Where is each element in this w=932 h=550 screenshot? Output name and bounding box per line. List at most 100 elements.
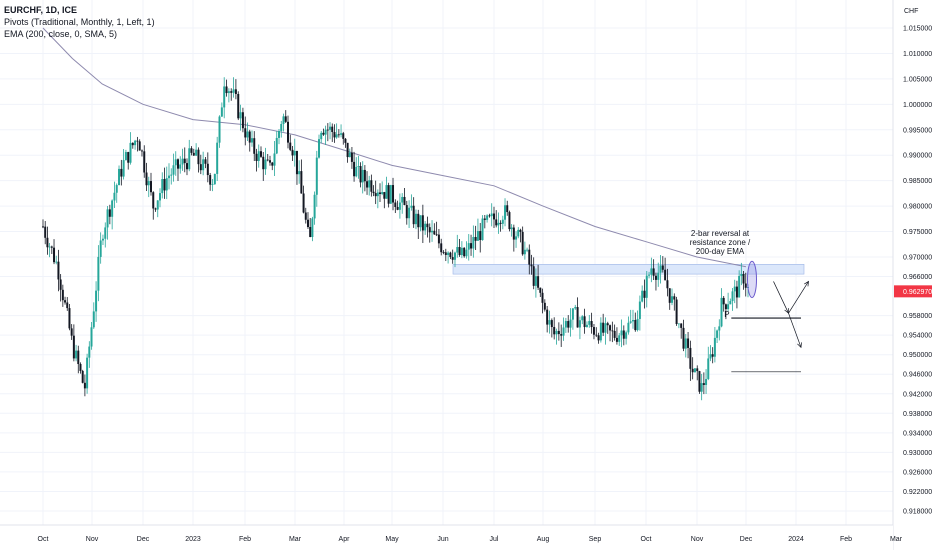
candle-body bbox=[199, 164, 202, 171]
candle-body bbox=[671, 296, 674, 303]
candle-body bbox=[698, 371, 701, 392]
candle-body bbox=[537, 276, 540, 288]
candle-body bbox=[81, 370, 84, 383]
candle-body bbox=[150, 181, 152, 193]
time-tick-label: May bbox=[385, 536, 399, 543]
candle-body bbox=[177, 159, 179, 169]
candle-body bbox=[337, 134, 340, 136]
candle-body bbox=[576, 307, 579, 328]
candle-body bbox=[627, 322, 630, 333]
candle-body bbox=[722, 297, 725, 305]
candle-body bbox=[727, 304, 730, 310]
price-tick-label: 1.010000 bbox=[903, 51, 932, 58]
candle-body bbox=[376, 192, 379, 197]
candle-body bbox=[97, 256, 100, 291]
candle-body bbox=[50, 246, 53, 248]
candle-body bbox=[465, 249, 468, 257]
candle-body bbox=[165, 178, 168, 191]
candle-body bbox=[113, 192, 116, 201]
candle-body bbox=[705, 379, 708, 385]
candle-body bbox=[271, 162, 274, 166]
candle-body bbox=[108, 209, 111, 217]
candle-body bbox=[689, 347, 692, 369]
price-tick-label: 1.015000 bbox=[903, 26, 932, 33]
candle-body bbox=[381, 192, 384, 194]
candle-body bbox=[361, 169, 364, 183]
candle-body bbox=[186, 163, 188, 170]
candle-body bbox=[83, 382, 86, 389]
candle-body bbox=[512, 227, 515, 240]
candle-body bbox=[501, 219, 504, 224]
candle-body bbox=[311, 218, 314, 238]
candle-body bbox=[315, 157, 318, 195]
candle-body bbox=[273, 153, 276, 166]
candle-body bbox=[383, 192, 386, 199]
legend-symbol[interactable]: EURCHF, 1D, ICE bbox=[4, 5, 78, 15]
candle-body bbox=[227, 91, 230, 94]
candle-body bbox=[140, 150, 143, 152]
candle-body bbox=[718, 326, 721, 331]
candle-body bbox=[634, 320, 637, 331]
candle-body bbox=[244, 128, 247, 138]
candle-body bbox=[510, 227, 513, 230]
candle-body bbox=[716, 330, 719, 338]
candle-body bbox=[629, 321, 632, 323]
candle-body bbox=[729, 301, 732, 305]
candle-body bbox=[59, 279, 62, 290]
candle-body bbox=[435, 234, 438, 236]
candle-body bbox=[309, 226, 312, 238]
candle-body bbox=[322, 132, 325, 135]
price-tick-label: 0.985000 bbox=[903, 178, 932, 185]
candle-body bbox=[163, 179, 166, 191]
candle-body bbox=[680, 323, 683, 328]
candlestick-series bbox=[42, 77, 749, 401]
candle-body bbox=[172, 165, 175, 175]
candle-body bbox=[291, 149, 294, 156]
price-tick-label: 0.918000 bbox=[903, 509, 932, 516]
candle-body bbox=[657, 272, 660, 280]
candle-body bbox=[481, 218, 484, 241]
candle-body bbox=[129, 142, 132, 163]
candle-body bbox=[495, 219, 498, 226]
currency-label: CHF bbox=[904, 8, 918, 15]
candle-body bbox=[615, 337, 618, 342]
candle-body bbox=[585, 324, 588, 328]
legend-ema[interactable]: EMA (200, close, 0, SMA, 5) bbox=[4, 29, 118, 39]
time-tick-label: Feb bbox=[239, 536, 251, 543]
legend-pivots[interactable]: Pivots (Traditional, Monthly, 1, Left, 1… bbox=[4, 17, 155, 27]
candle-body bbox=[532, 266, 535, 286]
candle-body bbox=[562, 327, 565, 336]
candle-body bbox=[318, 139, 321, 158]
time-tick-label: Apr bbox=[339, 536, 351, 543]
candle-body bbox=[578, 320, 581, 328]
candle-body bbox=[613, 330, 616, 338]
time-tick-label: Nov bbox=[86, 536, 99, 543]
candle-body bbox=[170, 174, 173, 176]
candle-body bbox=[264, 159, 267, 170]
candle-body bbox=[744, 283, 747, 288]
candle-body bbox=[143, 151, 146, 173]
time-tick-label: 2023 bbox=[185, 536, 201, 543]
candle-body bbox=[134, 140, 137, 146]
candle-body bbox=[622, 330, 625, 339]
time-tick-label: Dec bbox=[740, 536, 753, 543]
time-tick-label: Mar bbox=[289, 536, 302, 543]
candle-body bbox=[202, 159, 205, 171]
time-tick-label: Aug bbox=[537, 536, 550, 543]
candle-body bbox=[631, 320, 634, 322]
candle-body bbox=[735, 286, 738, 298]
candle-body bbox=[523, 249, 526, 255]
candle-body bbox=[88, 346, 91, 358]
candle-body bbox=[571, 308, 574, 320]
candle-body bbox=[625, 332, 628, 339]
time-axis: Oct Nov Dec 2023 Feb Mar Apr May Jun Jul Aug Sep Oct… bbox=[0, 524, 903, 550]
candle-body bbox=[120, 168, 123, 177]
time-tick-label: Nov bbox=[691, 536, 704, 543]
candle-body bbox=[280, 123, 283, 131]
price-tick-label: 0.946000 bbox=[903, 372, 932, 379]
candle-body bbox=[490, 213, 493, 217]
price-tick-label: 0.970000 bbox=[903, 255, 932, 262]
time-tick-label: Dec bbox=[137, 536, 150, 543]
candle-body bbox=[320, 132, 323, 140]
